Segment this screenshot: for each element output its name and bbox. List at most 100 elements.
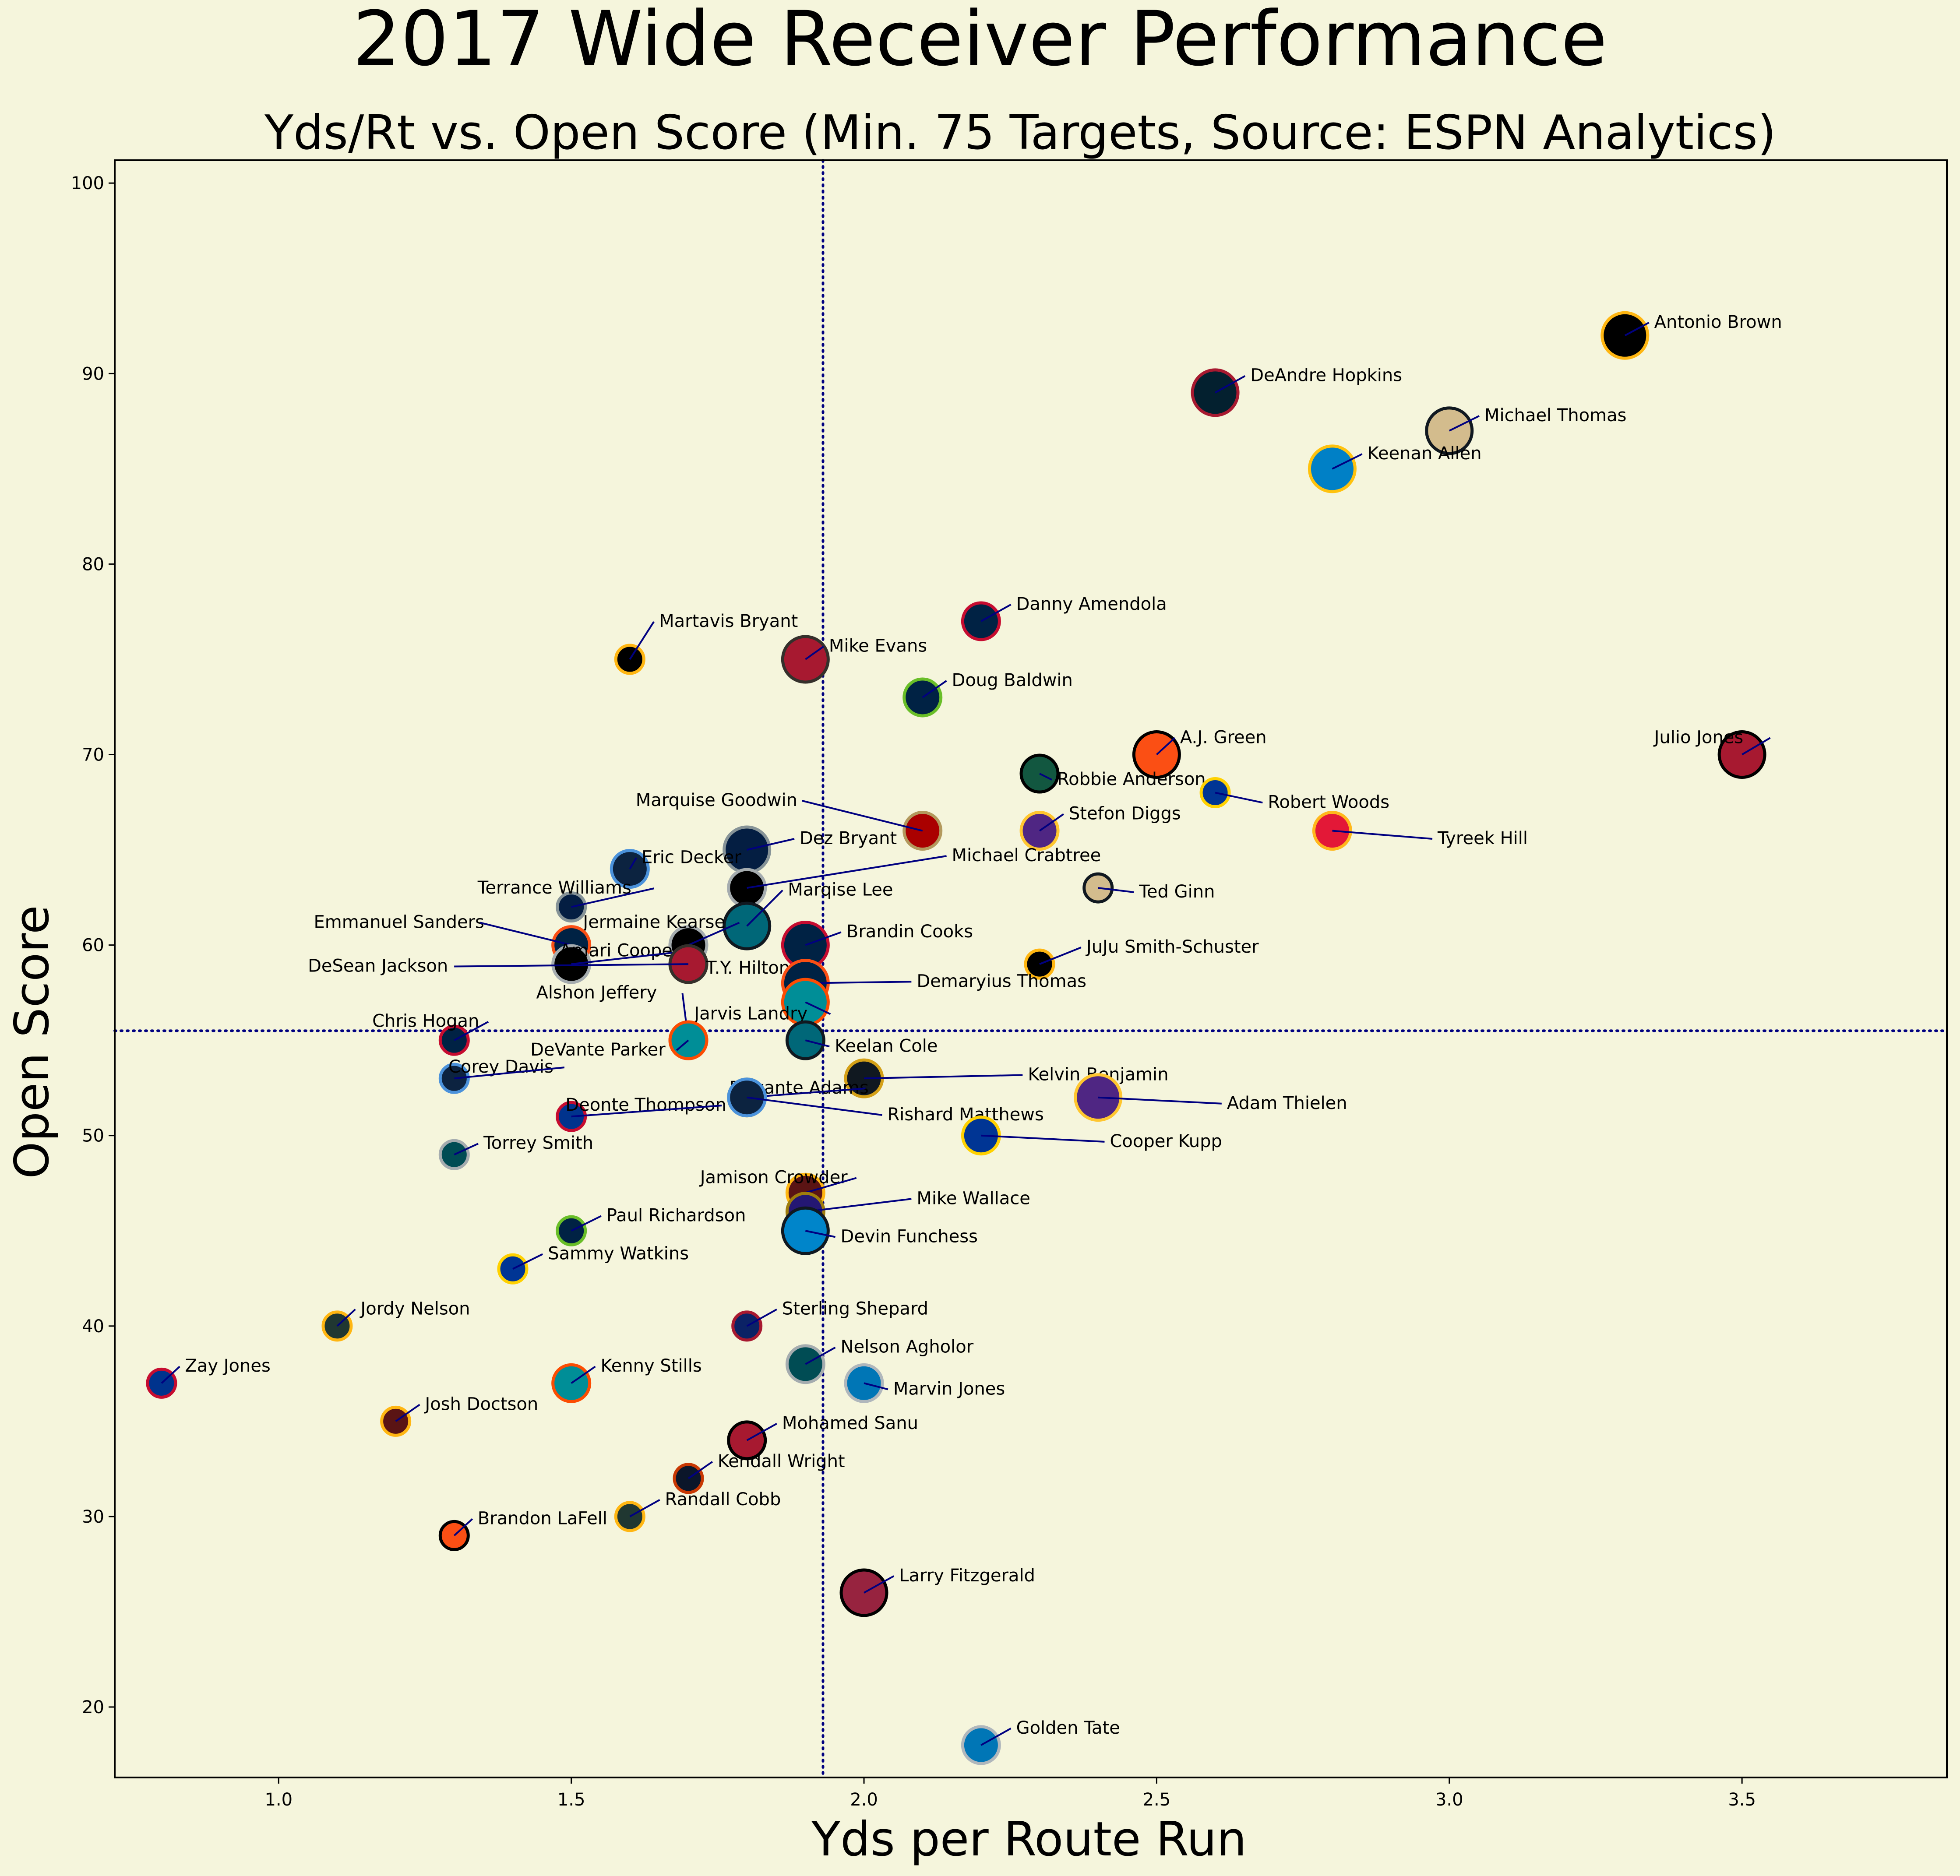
label-connector: [336, 1309, 356, 1327]
data-label: Randall Cobb: [665, 1489, 781, 1510]
label-connector: [629, 1499, 660, 1517]
label-connector: [1624, 322, 1650, 337]
data-label: Emmanuel Sanders: [314, 912, 484, 932]
data-label: Mike Evans: [829, 636, 927, 656]
label-connector: [454, 1066, 565, 1080]
label-connector: [454, 1021, 489, 1041]
data-label: JuJu Smith-Schuster: [1085, 937, 1259, 957]
label-connector: [747, 1096, 882, 1116]
label-connector: [746, 1308, 777, 1327]
label-connector: [1741, 737, 1771, 756]
data-label: Marquise Goodwin: [636, 790, 797, 810]
label-connector: [1098, 887, 1134, 893]
x-axis-label: Yds per Route Run: [811, 1812, 1247, 1867]
label-connector: [629, 857, 637, 869]
label-connector: [805, 981, 912, 984]
data-label: Demaryius Thomas: [917, 971, 1086, 991]
data-label: A.J. Green: [1180, 727, 1267, 747]
label-connector: [571, 1366, 596, 1384]
data-label: Kendall Wright: [718, 1451, 845, 1471]
label-connector: [454, 1143, 479, 1156]
y-tick-label: 100: [71, 173, 104, 194]
data-label: Keenan Allen: [1368, 443, 1482, 464]
data-label: Michael Thomas: [1484, 405, 1627, 426]
y-tick-label: 20: [82, 1697, 104, 1718]
label-connector: [1098, 1096, 1222, 1105]
label-connector: [805, 1230, 835, 1238]
y-tick-label: 60: [82, 936, 104, 956]
data-label: Paul Richardson: [606, 1206, 746, 1226]
label-connector: [395, 1404, 420, 1422]
data-label: Brandon LaFell: [478, 1508, 607, 1528]
data-label: Torrey Smith: [483, 1133, 593, 1153]
data-label: Martavis Bryant: [659, 611, 798, 631]
data-label: Stefon Diggs: [1069, 803, 1181, 824]
label-connector: [980, 1728, 1012, 1746]
label-connector: [1449, 415, 1480, 432]
label-connector: [1039, 773, 1053, 781]
data-label: Mike Wallace: [917, 1188, 1030, 1208]
data-point: [727, 868, 767, 908]
data-label: Golden Tate: [1016, 1718, 1120, 1738]
data-label: Brandin Cooks: [846, 922, 973, 942]
data-label: DeAndre Hopkins: [1250, 366, 1402, 386]
plot-area: Antonio Brown DeAndre Hopkins Michael Thom…: [71, 159, 1948, 1810]
label-connector: [161, 1366, 180, 1384]
data-label: Julio Jones: [1653, 727, 1744, 747]
data-label: Jarvis Landry: [693, 1003, 807, 1024]
data-label: Doug Baldwin: [952, 670, 1073, 690]
label-connector: [1039, 947, 1082, 965]
data-label: Zay Jones: [185, 1356, 270, 1376]
label-connector: [747, 838, 795, 851]
label-connector: [981, 1134, 1105, 1143]
label-connector: [922, 680, 947, 698]
label-connector: [629, 621, 655, 660]
data-label: Jordy Nelson: [359, 1299, 470, 1319]
y-axis-label: Open Score: [5, 905, 60, 1179]
chart-subtitle: Yds/Rt vs. Open Score (Min. 75 Targets, …: [264, 106, 1776, 160]
x-tick-label: 2.0: [850, 1790, 878, 1810]
x-tick-label: 3.0: [1435, 1790, 1463, 1810]
y-tick-label: 80: [82, 554, 104, 574]
label-connector: [864, 1074, 1023, 1080]
x-tick-label: 3.5: [1728, 1790, 1756, 1810]
label-connector: [480, 922, 572, 946]
label-connector: [747, 855, 947, 889]
label-connector: [805, 1177, 857, 1194]
data-label: T.Y. Hilton: [705, 958, 790, 978]
label-connector: [687, 1461, 713, 1479]
data-label: Robert Woods: [1268, 792, 1389, 812]
data-label: Sterling Shepard: [782, 1299, 928, 1319]
data-label: Dez Bryant: [800, 828, 897, 848]
x-tick-label: 2.5: [1143, 1790, 1171, 1810]
label-connector: [688, 922, 740, 946]
data-label: Robbie Anderson: [1057, 769, 1206, 789]
label-connector: [805, 1198, 912, 1213]
label-connector: [1039, 813, 1065, 832]
data-label: Larry Fitzgerald: [899, 1566, 1035, 1586]
label-connector: [746, 1423, 777, 1441]
data-label: Michael Crabtree: [952, 845, 1101, 866]
label-connector: [512, 1253, 543, 1270]
label-connector: [805, 931, 842, 946]
data-label: Cooper Kupp: [1110, 1131, 1222, 1151]
data-label: DeSean Jackson: [308, 956, 448, 976]
data-label: Amari Cooper: [560, 941, 680, 961]
label-connector: [571, 887, 655, 908]
label-connector: [453, 1518, 473, 1536]
label-connector: [454, 963, 689, 968]
data-label: Adam Thielen: [1227, 1093, 1347, 1113]
plot-frame: [114, 159, 1948, 1778]
label-connector: [571, 1105, 722, 1118]
label-connector: [864, 1575, 895, 1594]
chart-title: 2017 Wide Receiver Performance: [353, 0, 1607, 83]
y-tick-label: 40: [82, 1316, 104, 1337]
data-label: Eric Decker: [642, 848, 741, 868]
data-label: Ted Ginn: [1139, 882, 1215, 902]
x-tick-label: 1.0: [264, 1790, 293, 1810]
data-label: Marqise Lee: [788, 880, 893, 900]
data-label: Rishard Matthews: [887, 1105, 1043, 1125]
label-connector: [676, 1039, 689, 1051]
